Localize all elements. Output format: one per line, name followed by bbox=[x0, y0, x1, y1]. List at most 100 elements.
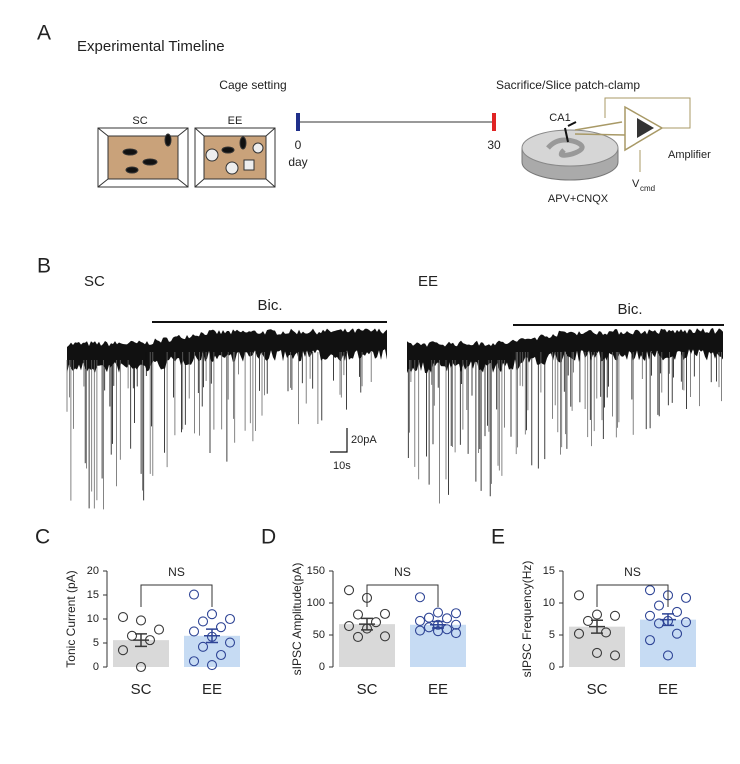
timeline-unit: day bbox=[288, 155, 307, 169]
traces bbox=[66, 328, 723, 510]
cage-title: Cage setting bbox=[219, 78, 286, 92]
cage-label: SC bbox=[132, 115, 147, 127]
y-tick-label: 10 bbox=[543, 597, 555, 609]
x-tick-label: EE bbox=[202, 681, 222, 698]
timeline-end: 30 bbox=[487, 138, 501, 152]
data-point bbox=[450, 628, 462, 639]
x-tick-label: SC bbox=[357, 681, 378, 698]
panel-label: C bbox=[35, 526, 50, 549]
scale-y-label: 20pA bbox=[351, 434, 377, 446]
data-point bbox=[224, 613, 236, 625]
data-point bbox=[680, 592, 692, 603]
cage-label: EE bbox=[228, 115, 243, 127]
significance-label: NS bbox=[168, 565, 185, 579]
data-point bbox=[126, 630, 138, 641]
slice-setup bbox=[521, 97, 691, 181]
data-point bbox=[653, 618, 665, 629]
y-axis-title: Tonic Current (pA) bbox=[64, 570, 78, 667]
error-bar bbox=[589, 619, 605, 634]
y-tick-label: 15 bbox=[87, 589, 99, 601]
data-point bbox=[573, 590, 585, 601]
y-tick-label: 100 bbox=[307, 597, 325, 609]
y-tick-label: 5 bbox=[549, 629, 555, 641]
data-point bbox=[370, 617, 382, 628]
y-tick-label: 5 bbox=[93, 637, 99, 649]
data-point bbox=[441, 613, 453, 624]
y-tick-label: 0 bbox=[319, 661, 325, 673]
panel-title: Experimental Timeline bbox=[77, 38, 225, 55]
significance-label: NS bbox=[624, 565, 641, 579]
drug-label: Bic. bbox=[257, 297, 282, 314]
data-point bbox=[591, 647, 603, 658]
bar bbox=[640, 619, 696, 667]
data-point bbox=[206, 609, 218, 620]
data-point bbox=[662, 650, 674, 661]
panel-label: E bbox=[491, 526, 505, 549]
data-point bbox=[414, 615, 426, 626]
data-point bbox=[379, 608, 391, 619]
amplifier-label: Amplifier bbox=[668, 149, 711, 161]
bar bbox=[339, 624, 395, 667]
data-point bbox=[432, 607, 444, 618]
y-tick-label: 0 bbox=[549, 661, 555, 673]
data-point bbox=[117, 645, 129, 656]
data-point bbox=[671, 606, 683, 618]
charts: C Tonic Current (pA) 0 5 10 15 20 SC EE NS DsIPSC … bbox=[35, 526, 696, 698]
data-point bbox=[414, 625, 426, 636]
error-bar bbox=[660, 613, 676, 627]
data-point bbox=[644, 585, 656, 596]
data-point bbox=[671, 628, 683, 639]
y-tick-label: 15 bbox=[543, 565, 555, 577]
y-axis-title: sIPSC Amplitude(pA) bbox=[290, 563, 304, 676]
error-bar bbox=[133, 633, 149, 648]
significance-label: NS bbox=[394, 565, 411, 579]
voltage-label: V bbox=[632, 178, 640, 190]
data-point bbox=[450, 608, 462, 619]
y-tick-label: 50 bbox=[313, 629, 325, 641]
data-point bbox=[153, 624, 165, 635]
x-tick-label: SC bbox=[587, 681, 608, 698]
data-point bbox=[188, 589, 200, 600]
error-bar bbox=[430, 620, 446, 629]
data-point bbox=[135, 615, 147, 626]
data-point bbox=[215, 622, 227, 633]
data-point bbox=[343, 620, 355, 632]
data-point bbox=[653, 600, 665, 611]
data-point bbox=[352, 609, 364, 620]
y-tick-label: 20 bbox=[87, 565, 99, 577]
cage-ee bbox=[194, 127, 276, 188]
voltage-subscript: cmd bbox=[640, 184, 655, 193]
timeline bbox=[296, 113, 496, 131]
significance-bracket bbox=[140, 584, 213, 607]
data-point bbox=[352, 631, 364, 642]
data-point bbox=[423, 612, 435, 623]
data-point bbox=[188, 656, 200, 667]
y-tick-label: 10 bbox=[87, 613, 99, 625]
x-tick-label: SC bbox=[131, 681, 152, 698]
panel-label: A bbox=[37, 22, 51, 45]
error-bar bbox=[204, 628, 220, 644]
data-point bbox=[188, 626, 200, 637]
scale-bar bbox=[330, 428, 348, 453]
drug-label: APV+CNQX bbox=[548, 193, 609, 205]
scale-x-label: 10s bbox=[333, 460, 351, 472]
data-point bbox=[680, 617, 692, 628]
panel-label: D bbox=[261, 526, 276, 549]
error-bar bbox=[359, 617, 375, 631]
trace-band bbox=[67, 328, 387, 373]
data-point bbox=[135, 661, 147, 673]
data-point bbox=[414, 592, 426, 603]
data-point bbox=[379, 631, 391, 642]
data-point bbox=[215, 649, 227, 661]
data-point bbox=[609, 610, 621, 621]
panel-label: B bbox=[37, 255, 51, 278]
data-point bbox=[609, 650, 621, 661]
data-point bbox=[450, 619, 462, 630]
data-point bbox=[117, 612, 129, 623]
trace-band bbox=[407, 328, 723, 374]
data-point bbox=[197, 616, 209, 627]
data-point bbox=[206, 660, 218, 671]
recording-title: Sacrifice/Slice patch-clamp bbox=[496, 78, 640, 92]
trace-name: SC bbox=[84, 273, 105, 290]
